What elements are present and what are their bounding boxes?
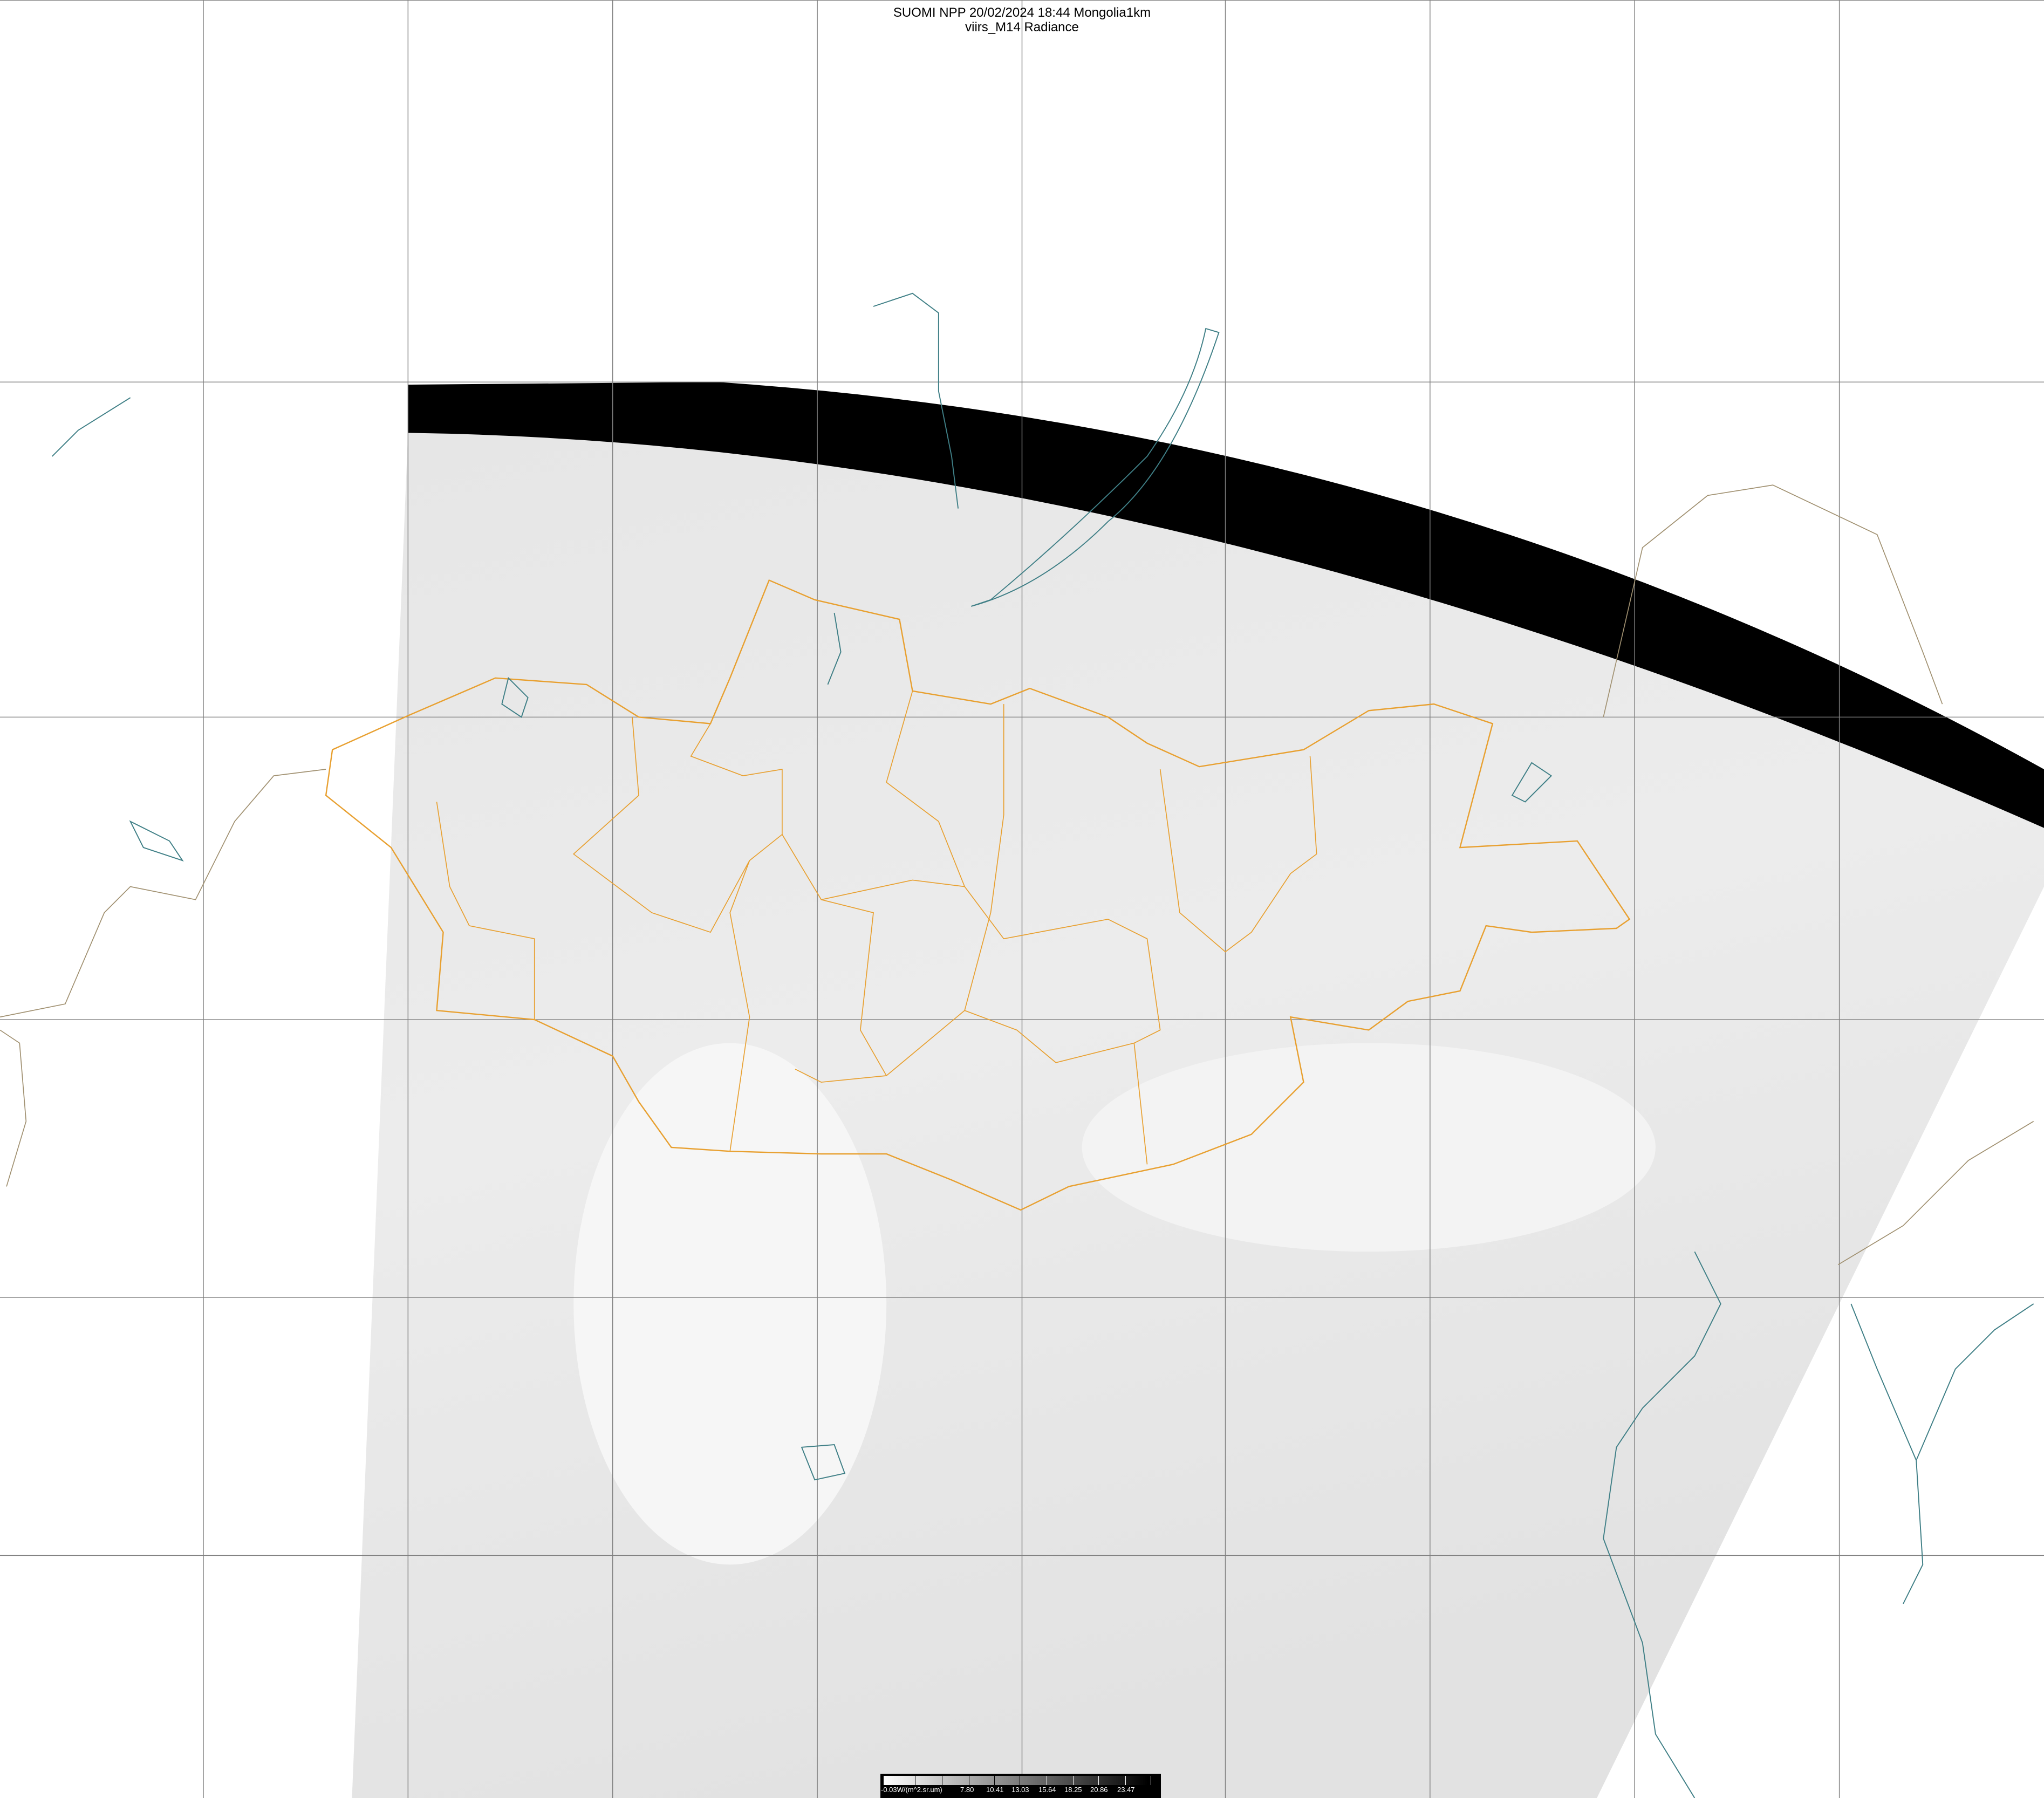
- colorbar-tick-label: 18.25: [1064, 1786, 1082, 1794]
- foreign-borders: [0, 484, 2034, 1266]
- province-borders: [436, 691, 1317, 1165]
- colorbar-tick: [994, 1776, 995, 1785]
- colorbar-tick: [1098, 1776, 1099, 1785]
- title-line-2: viirs_M14 Radiance: [965, 20, 1079, 35]
- mongolia-border: [325, 579, 1631, 1211]
- cloud-bright-area: [1082, 1043, 1656, 1252]
- colorbar-tick-label: 15.64: [1038, 1786, 1056, 1794]
- coastlines-lakes: [51, 292, 2034, 1798]
- colorbar-unit-label: -0.03W/(m^2.sr.um): [881, 1786, 942, 1794]
- colorbar-legend: -0.03W/(m^2.sr.um) 7.80 10.41 13.03 15.6…: [880, 1774, 1161, 1798]
- colorbar-tick: [1125, 1776, 1126, 1785]
- colorbar-gradient: [884, 1776, 1148, 1785]
- cloud-bright-area: [573, 1043, 887, 1565]
- colorbar-tick-label: 10.41: [986, 1786, 1004, 1794]
- colorbar-tick-label: 23.47: [1117, 1786, 1135, 1794]
- colorbar-tick-label: 7.80: [960, 1786, 974, 1794]
- image-title: SUOMI NPP 20/02/2024 18:44 Mongolia1km v…: [0, 5, 2044, 35]
- no-data-band: [408, 382, 2044, 828]
- colorbar-tick-label: 13.03: [1011, 1786, 1029, 1794]
- colorbar-tick: [1073, 1776, 1074, 1785]
- title-line-1: SUOMI NPP 20/02/2024 18:44 Mongolia1km: [893, 5, 1151, 20]
- colorbar-tick-label: 20.86: [1090, 1786, 1108, 1794]
